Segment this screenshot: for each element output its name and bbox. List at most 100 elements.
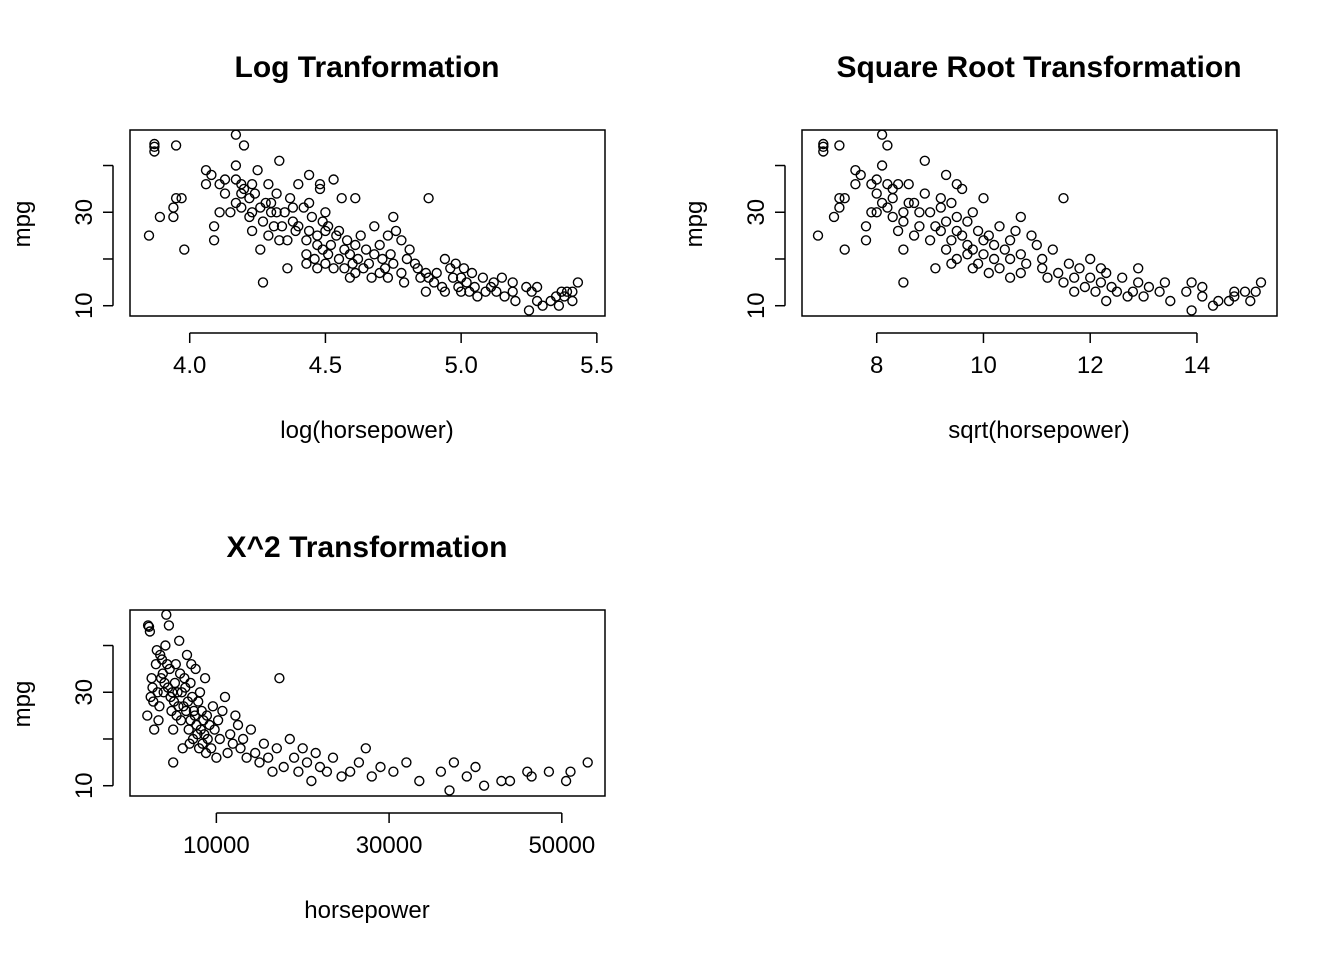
data-point bbox=[946, 235, 957, 246]
data-point bbox=[207, 701, 219, 712]
data-point bbox=[211, 752, 222, 763]
data-point bbox=[199, 673, 211, 684]
data-point bbox=[366, 272, 377, 283]
y-axis: 10 30 bbox=[71, 644, 114, 799]
data-point bbox=[1165, 295, 1176, 307]
data-point bbox=[230, 710, 241, 721]
data-point bbox=[363, 258, 375, 269]
data-point bbox=[956, 230, 968, 241]
data-point bbox=[224, 729, 236, 740]
data-point bbox=[1058, 277, 1069, 288]
data-point bbox=[328, 174, 339, 185]
data-point bbox=[935, 225, 946, 237]
data-point bbox=[839, 192, 850, 204]
data-point bbox=[360, 244, 372, 255]
data-points bbox=[142, 609, 593, 796]
data-point bbox=[935, 202, 946, 213]
data-point bbox=[143, 621, 155, 632]
data-point bbox=[377, 253, 388, 265]
data-point bbox=[172, 687, 183, 698]
data-point bbox=[1010, 225, 1021, 237]
data-point bbox=[142, 710, 153, 721]
data-point bbox=[163, 620, 175, 631]
data-point bbox=[439, 253, 451, 265]
data-point bbox=[455, 286, 467, 297]
data-point bbox=[293, 221, 304, 232]
data-point bbox=[1042, 272, 1053, 283]
data-point bbox=[1127, 286, 1139, 297]
plot-frame bbox=[801, 129, 1278, 317]
data-point bbox=[956, 183, 968, 195]
panel-square: X^2 Transformation 10000 30000 50000 1030 … bbox=[9, 531, 606, 924]
data-point bbox=[241, 752, 252, 763]
data-point bbox=[200, 178, 212, 190]
data-point bbox=[246, 178, 258, 190]
data-point bbox=[423, 192, 434, 204]
data-point bbox=[1004, 235, 1016, 246]
data-point bbox=[225, 207, 236, 218]
data-point bbox=[142, 620, 154, 631]
data-point bbox=[523, 305, 535, 316]
data-point bbox=[179, 244, 190, 255]
x-tick-label: 5.0 bbox=[444, 352, 477, 379]
data-point bbox=[978, 249, 989, 260]
data-point bbox=[279, 207, 290, 218]
data-point bbox=[238, 183, 250, 195]
data-point bbox=[565, 766, 576, 777]
data-point bbox=[919, 155, 930, 167]
data-point bbox=[143, 230, 155, 241]
data-point bbox=[866, 207, 877, 218]
data-point bbox=[1074, 263, 1085, 274]
x-axis: 4.0 4.5 5.0 5.5 bbox=[173, 332, 614, 379]
data-point bbox=[154, 211, 166, 223]
x-tick-label: 5.5 bbox=[580, 352, 613, 379]
data-point bbox=[170, 192, 182, 204]
data-point bbox=[249, 188, 261, 199]
data-point bbox=[1015, 211, 1026, 223]
data-point bbox=[1197, 281, 1208, 293]
y-axis-label: mpg bbox=[681, 201, 708, 248]
data-point bbox=[350, 192, 361, 204]
y-axis-label: mpg bbox=[9, 201, 36, 248]
x-tick-label: 10 bbox=[970, 352, 997, 379]
data-point bbox=[404, 244, 415, 255]
data-point bbox=[188, 705, 200, 717]
x-tick-label: 10000 bbox=[183, 832, 250, 859]
data-point bbox=[208, 221, 220, 232]
data-point bbox=[297, 743, 308, 754]
data-point bbox=[940, 216, 952, 227]
data-point bbox=[301, 757, 313, 768]
data-point bbox=[898, 216, 909, 227]
data-point bbox=[818, 146, 829, 157]
data-point bbox=[1181, 286, 1192, 297]
data-point bbox=[206, 169, 217, 181]
data-point bbox=[1132, 277, 1144, 288]
data-point bbox=[385, 249, 396, 260]
data-point bbox=[903, 197, 914, 209]
x-tick-label: 4.5 bbox=[309, 352, 342, 379]
data-point bbox=[1036, 253, 1048, 265]
data-point bbox=[1143, 281, 1155, 293]
data-point bbox=[355, 230, 366, 241]
data-point bbox=[303, 225, 315, 237]
data-point bbox=[1154, 286, 1165, 297]
data-point bbox=[1213, 295, 1224, 307]
data-point bbox=[1245, 295, 1256, 307]
data-point bbox=[322, 249, 334, 260]
x-tick-label: 30000 bbox=[356, 832, 423, 859]
data-point bbox=[839, 244, 850, 255]
data-point bbox=[914, 221, 925, 232]
data-point bbox=[572, 277, 584, 288]
data-point bbox=[252, 164, 263, 176]
data-point bbox=[366, 771, 377, 782]
data-point bbox=[930, 263, 941, 274]
data-point bbox=[1239, 286, 1251, 297]
data-point bbox=[978, 192, 989, 204]
data-point bbox=[288, 752, 300, 763]
data-point bbox=[458, 263, 470, 274]
data-point bbox=[312, 230, 323, 241]
panel-sqrt: Square Root Transformation 8 10 12 14 1030 … bbox=[681, 51, 1278, 444]
data-point bbox=[940, 244, 952, 255]
